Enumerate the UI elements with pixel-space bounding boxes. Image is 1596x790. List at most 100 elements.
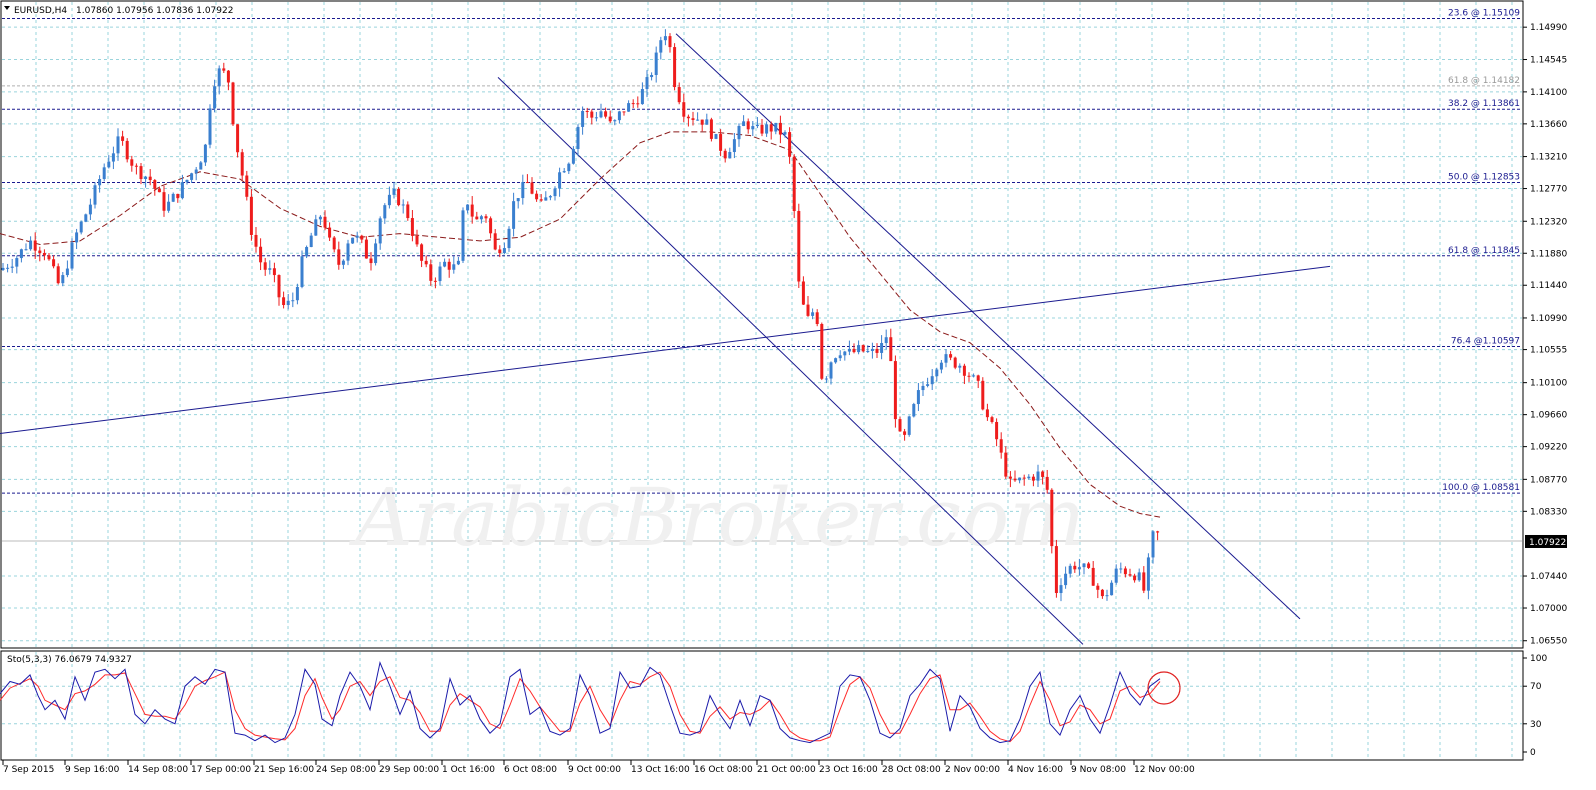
price-tick-label: 1.09660: [1530, 411, 1567, 421]
stoch-tick-label: 30: [1530, 720, 1542, 730]
candle-body: [231, 82, 235, 125]
candle-body: [668, 36, 672, 48]
candle-body: [341, 260, 345, 265]
candle-body: [976, 375, 980, 381]
candle-body: [815, 312, 819, 325]
candle-body: [806, 304, 810, 316]
candle-body: [305, 247, 309, 257]
candle-body: [581, 111, 585, 127]
candle-body: [282, 297, 286, 306]
stochastic-lines: [0, 661, 1161, 744]
candle-body: [811, 312, 815, 316]
candle-body: [1123, 568, 1127, 575]
candle-body: [847, 348, 851, 352]
time-axis[interactable]: 7 Sep 2015 9 Sep 16:00 14 Sep 08:00 17 Sep …: [2, 760, 1195, 775]
candle-body: [111, 153, 115, 162]
candle-body: [953, 357, 957, 368]
candle-body: [788, 132, 792, 157]
candle-body: [1041, 471, 1045, 477]
candle-body: [268, 268, 272, 270]
candle-body: [622, 111, 626, 113]
candle-body: [682, 102, 686, 117]
time-tick-label: 2 Nov 00:00: [945, 765, 1000, 775]
time-tick-label: 7 Sep 2015: [3, 765, 54, 775]
candle-body: [116, 136, 120, 154]
candle-body: [631, 103, 635, 105]
candle-body: [309, 235, 313, 248]
candle-body: [360, 235, 364, 240]
candle-body: [857, 345, 861, 353]
candle-body: [52, 259, 56, 267]
candle-body: [723, 150, 727, 159]
candle-body: [378, 218, 382, 244]
candle-body: [291, 300, 295, 302]
candle-body: [663, 36, 667, 41]
candle-body: [962, 365, 966, 376]
time-tick-label: 21 Sep 16:00: [254, 765, 314, 775]
dropdown-triangle-icon[interactable]: [4, 6, 10, 10]
candle-body: [323, 216, 327, 228]
candle-body: [1013, 478, 1017, 481]
candle-body: [493, 233, 497, 250]
candle-body: [1068, 565, 1072, 574]
candle-body: [645, 77, 649, 90]
candle-body: [562, 171, 566, 173]
candle-body: [185, 179, 189, 183]
candle-body: [838, 355, 842, 359]
candle-body: [930, 376, 934, 385]
candle-body: [659, 40, 663, 53]
candle-body: [898, 419, 902, 432]
candle-body: [585, 111, 589, 113]
fib-level-label: 38.2 @ 1.13861: [1448, 99, 1520, 109]
price-tick-label: 1.08770: [1530, 475, 1567, 485]
price-axis[interactable]: 1.14990 1.14545 1.14100 1.13660 1.13210 1.127…: [1523, 23, 1567, 647]
candle-body: [599, 111, 603, 118]
candle-body: [1119, 568, 1123, 570]
stochastic-main-line: [0, 661, 1161, 744]
candle-body: [958, 365, 962, 368]
fib-level-label: 61.8 @ 1.14182: [1448, 76, 1520, 86]
candle-body: [226, 70, 230, 83]
price-tick-label: 1.13660: [1530, 120, 1567, 130]
candle-body: [433, 280, 437, 282]
candle-body: [171, 193, 175, 202]
candle-body: [277, 275, 281, 298]
candle-body: [429, 264, 433, 281]
candle-body: [732, 139, 736, 153]
candle-body: [972, 375, 976, 377]
candle-body: [746, 121, 750, 130]
candle-body: [355, 235, 359, 238]
candle-body: [29, 240, 33, 250]
candle-body: [921, 385, 925, 391]
candle-body: [709, 119, 713, 139]
time-tick-label: 6 Oct 08:00: [504, 765, 557, 775]
candle-body: [397, 188, 401, 206]
chart-header: EURUSD,H4 1.07860 1.07956 1.07836 1.0792…: [4, 6, 233, 16]
candle-body: [19, 249, 23, 259]
candle-body: [236, 124, 240, 153]
highlight-circle: [1147, 671, 1181, 705]
candlesticks[interactable]: [1, 29, 1160, 602]
moving-average: [0, 131, 1161, 518]
candle-body: [148, 176, 152, 181]
fibonacci-levels[interactable]: 23.6 @ 1.15109 61.8 @ 1.14182 38.2 @ 1.138…: [2, 9, 1522, 494]
candle-body: [502, 248, 506, 254]
fib-level-label: 76.4 @1.10597: [1451, 337, 1520, 347]
candle-body: [1110, 582, 1114, 596]
candle-body: [829, 362, 833, 379]
candle-body: [208, 108, 212, 145]
candle-body: [525, 182, 529, 184]
candle-body: [539, 199, 543, 201]
time-tick-label: 17 Sep 00:00: [191, 765, 251, 775]
watermark: ArabicBroker.com: [348, 471, 1085, 564]
candle-body: [769, 124, 773, 132]
time-tick-label: 1 Oct 16:00: [442, 765, 495, 775]
time-tick-label: 9 Sep 16:00: [65, 765, 120, 775]
candle-body: [410, 218, 414, 236]
fib-level-label: 23.6 @ 1.15109: [1448, 9, 1520, 19]
candle-body: [1151, 531, 1155, 558]
candle-body: [438, 266, 442, 282]
candle-body: [475, 216, 479, 220]
price-tick-label: 1.08330: [1530, 507, 1567, 517]
